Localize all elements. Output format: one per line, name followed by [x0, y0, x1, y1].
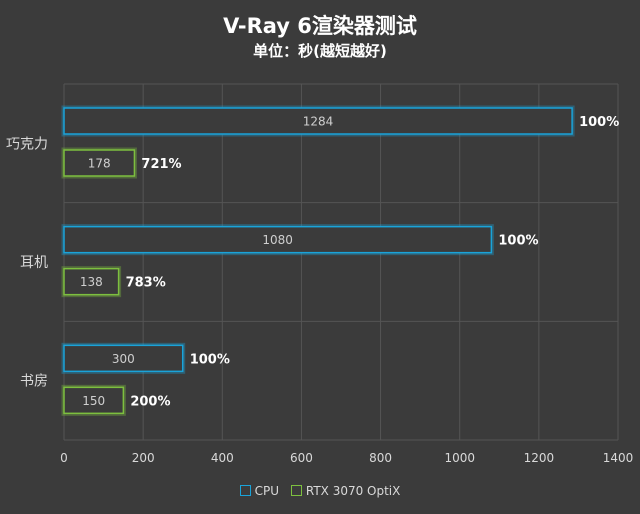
x-tick-label-600: 600 — [290, 451, 313, 465]
bar-glow-cpu-1 — [61, 224, 494, 256]
x-tick-label-200: 200 — [132, 451, 155, 465]
bar-cpu-1 — [63, 225, 493, 254]
bar-value-label-rtx-3070-optix-0: 178 — [88, 157, 111, 171]
legend: CPU RTX 3070 OptiX — [0, 484, 640, 498]
x-tick-label-800: 800 — [369, 451, 392, 465]
category-label-书房: 书房 — [20, 374, 48, 390]
bar-percent-label-cpu-1: 100% — [498, 234, 538, 249]
category-label-耳机: 耳机 — [20, 255, 48, 271]
bar-glow-cpu-2 — [61, 342, 186, 374]
legend-item-rtx-3070-optix: RTX 3070 OptiX — [290, 484, 401, 498]
legend-item-cpu: CPU — [239, 484, 280, 498]
bar-value-label-rtx-3070-optix-1: 138 — [80, 275, 103, 289]
bar-glow-rtx-3070-optix-1 — [61, 266, 122, 298]
bar-value-label-cpu-0: 1284 — [303, 115, 334, 129]
x-tick-label-1000: 1000 — [444, 451, 475, 465]
chart-subtitle: 单位：秒(越短越好) — [253, 42, 387, 60]
bar-rtx-3070-optix-0 — [63, 149, 136, 177]
bar-glow-cpu-0 — [61, 105, 575, 137]
bar-value-label-cpu-1: 1080 — [262, 233, 293, 247]
x-tick-label-0: 0 — [60, 451, 68, 465]
x-tick-label-400: 400 — [211, 451, 234, 465]
x-tick-label-1200: 1200 — [524, 451, 555, 465]
bar-rtx-3070-optix-2 — [63, 386, 125, 415]
legend-label-cpu: CPU — [254, 484, 280, 498]
legend-swatch-cpu — [239, 485, 251, 496]
category-label-巧克力: 巧克力 — [6, 136, 48, 152]
legend-label-rtx-3070-optix: RTX 3070 OptiX — [305, 484, 401, 498]
bar-glow-rtx-3070-optix-2 — [61, 384, 126, 416]
bar-value-label-rtx-3070-optix-2: 150 — [82, 394, 105, 408]
bar-percent-label-rtx-3070-optix-0: 721% — [141, 157, 181, 172]
x-tick-label-1400: 1400 — [603, 451, 634, 465]
bar-cpu-0 — [63, 107, 573, 135]
bar-cpu-2 — [63, 344, 184, 373]
bar-value-label-cpu-2: 300 — [112, 352, 135, 366]
bar-rtx-3070-optix-1 — [63, 267, 120, 296]
bar-percent-label-rtx-3070-optix-2: 200% — [130, 394, 170, 409]
bar-glow-rtx-3070-optix-0 — [61, 147, 137, 179]
bar-percent-label-cpu-2: 100% — [190, 352, 230, 367]
legend-swatch-rtx-3070-optix — [290, 485, 302, 496]
bar-percent-label-rtx-3070-optix-1: 783% — [126, 276, 166, 291]
chart-title: V-Ray 6渲染器测试 — [223, 14, 417, 38]
bar-percent-label-cpu-0: 100% — [579, 115, 619, 130]
